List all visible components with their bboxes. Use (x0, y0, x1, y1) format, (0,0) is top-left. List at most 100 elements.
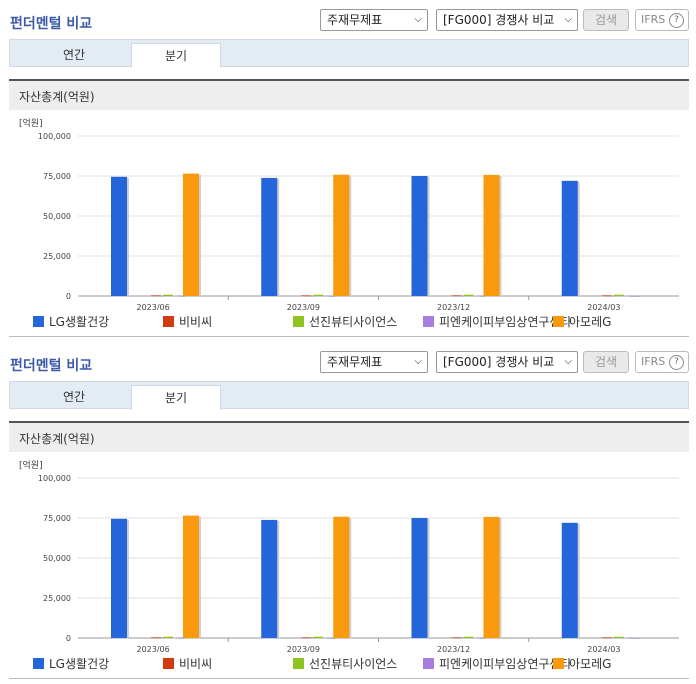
bar-shadow (303, 296, 314, 297)
legend-label: 아모레G (569, 657, 612, 671)
legend-label: 피엔케이피부임상연구센타 (439, 315, 572, 329)
tab-quarterly[interactable]: 분기 (131, 43, 221, 68)
x-tick-label: 2024/03 (587, 645, 620, 652)
search-button[interactable]: 검색 (583, 351, 629, 373)
bar-LG생활건강 (561, 180, 578, 296)
bar-shadow (465, 295, 476, 297)
legend-item[interactable]: 아모레G (553, 655, 611, 672)
bar-선진뷰티사이언스 (163, 636, 173, 638)
bar-shadow (303, 638, 314, 639)
x-tick-label: 2023/12 (437, 303, 470, 310)
group-select[interactable]: [FG000] 경쟁사 비교 ⌵ (436, 9, 578, 31)
legend-label: 아모레G (569, 315, 612, 329)
bar-비비씨 (151, 637, 161, 638)
ifrs-label: IFRS (641, 355, 666, 368)
tab-annual[interactable]: 연간 (62, 390, 86, 404)
chevron-down-icon: ⌵ (564, 356, 572, 367)
bar-shadow (603, 638, 614, 639)
legend-item[interactable]: LG생활건강 (33, 655, 109, 672)
bar-선진뷰티사이언스 (313, 636, 324, 638)
bar-아모레G (333, 174, 350, 296)
y-tick-label: 25,000 (43, 594, 71, 603)
chevron-down-icon: ⌵ (414, 356, 422, 367)
bar-선진뷰티사이언스 (163, 294, 173, 296)
legend-swatch (553, 658, 564, 669)
legend-item[interactable]: 비비씨 (163, 655, 212, 672)
ifrs-help-button[interactable]: IFRS ? (635, 351, 689, 373)
bar-shadow (603, 296, 614, 297)
bar-선진뷰티사이언스 (463, 294, 474, 296)
y-tick-label: 50,000 (43, 554, 71, 563)
tab-annual[interactable]: 연간 (62, 48, 86, 62)
legend-item[interactable]: 피엔케이피부임상연구센타 (423, 655, 571, 672)
bar-shadow (315, 295, 326, 297)
y-axis-label: [억원] (19, 459, 43, 471)
legend-item[interactable]: 피엔케이피부임상연구센타 (423, 313, 571, 330)
group-select-value: [FG000] 경쟁사 비교 (443, 355, 555, 369)
legend-label: 선진뷰티사이언스 (309, 657, 398, 671)
legend-label: 비비씨 (179, 657, 213, 671)
chart-title: 자산총계(억원) (19, 432, 95, 446)
legend-item[interactable]: 아모레G (553, 313, 611, 330)
y-tick-label: 25,000 (43, 252, 71, 261)
panel-title: 펀더멘털 비교 (10, 16, 93, 32)
legend-label: 피엔케이피부임상연구센타 (439, 657, 572, 671)
x-tick-label: 2023/06 (137, 303, 170, 310)
y-axis-label: [억원] (19, 117, 43, 129)
bar-LG생활건강 (561, 522, 578, 638)
tab-quarterly[interactable]: 분기 (131, 385, 221, 410)
legend-item[interactable]: 선진뷰티사이언스 (293, 313, 397, 330)
divider (9, 678, 689, 679)
bar-아모레G (483, 516, 500, 638)
bar-shadow (465, 637, 476, 639)
legend-item[interactable]: LG생활건강 (33, 313, 109, 330)
x-tick-label: 2023/12 (437, 645, 470, 652)
bar-LG생활건강 (411, 518, 428, 638)
ifrs-help-button[interactable]: IFRS ? (635, 9, 689, 31)
bar-LG생활건강 (261, 177, 278, 296)
bar-비비씨 (601, 637, 612, 638)
legend-swatch (33, 316, 44, 327)
search-button[interactable]: 검색 (583, 9, 629, 31)
x-tick-label: 2023/09 (287, 303, 320, 310)
ifrs-label: IFRS (641, 13, 666, 26)
question-icon: ? (669, 355, 684, 370)
bar-shadow (453, 296, 464, 297)
y-tick-label: 0 (66, 634, 71, 643)
bar-비비씨 (451, 295, 462, 296)
fundamental-compare-panel: 펀더멘털 비교 주재무제표 ⌵ [FG000] 경쟁사 비교 ⌵ 검색 IFRS… (0, 342, 696, 684)
bar-LG생활건강 (261, 519, 278, 638)
y-tick-label: 50,000 (43, 212, 71, 221)
y-tick-label: 0 (66, 292, 71, 301)
bar-선진뷰티사이언스 (613, 294, 624, 296)
legend-item[interactable]: 선진뷰티사이언스 (293, 655, 397, 672)
legend-swatch (163, 316, 174, 327)
chart-legend: LG생활건강 비비씨 선진뷰티사이언스 피엔케이피부임상연구센타 아모레G (0, 655, 696, 671)
legend-swatch (163, 658, 174, 669)
chart-header: 자산총계(억원) (9, 421, 689, 452)
bar-아모레G (183, 515, 199, 638)
panel-title: 펀더멘털 비교 (10, 358, 93, 374)
x-tick-label: 2023/09 (287, 645, 320, 652)
group-select[interactable]: [FG000] 경쟁사 비교 ⌵ (436, 351, 578, 373)
group-select-value: [FG000] 경쟁사 비교 (443, 13, 555, 27)
bar-아모레G (483, 174, 500, 296)
bar-LG생활건강 (111, 176, 127, 296)
statement-select[interactable]: 주재무제표 ⌵ (320, 9, 428, 31)
legend-swatch (293, 316, 304, 327)
fundamental-compare-panel: 펀더멘털 비교 주재무제표 ⌵ [FG000] 경쟁사 비교 ⌵ 검색 IFRS… (9, 9, 689, 337)
bar-선진뷰티사이언스 (613, 636, 624, 638)
bar-shadow (453, 638, 464, 639)
chart-title: 자산총계(억원) (19, 90, 95, 104)
bar-shadow (315, 637, 326, 639)
legend-swatch (423, 658, 434, 669)
question-icon: ? (669, 13, 684, 28)
statement-select[interactable]: 주재무제표 ⌵ (320, 351, 428, 373)
x-tick-label: 2023/06 (137, 645, 170, 652)
bar-비비씨 (301, 295, 312, 296)
legend-label: 비비씨 (179, 315, 213, 329)
legend-item[interactable]: 비비씨 (163, 313, 212, 330)
y-tick-label: 75,000 (43, 172, 71, 181)
bar-아모레G (183, 173, 199, 296)
bar-shadow (615, 637, 626, 639)
